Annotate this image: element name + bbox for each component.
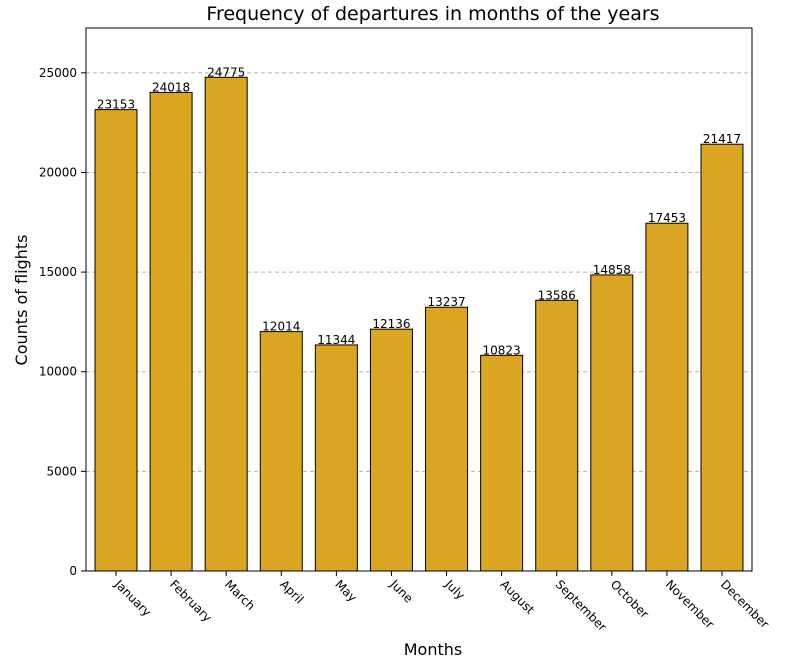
x-axis-ticks: January February March April May June July Augu… (111, 571, 772, 634)
x-tick-label: November (663, 577, 717, 631)
bar (259, 331, 303, 572)
bars (94, 76, 744, 572)
bar-value-label: 21417 (703, 132, 741, 146)
bar-value-label: 17453 (648, 211, 686, 225)
grid-lines (86, 72, 752, 472)
x-tick-label: February (167, 577, 215, 625)
bar-value-label: 11344 (317, 333, 355, 347)
bar-value-label: 12136 (372, 317, 410, 331)
x-tick-label: October (608, 577, 652, 621)
bar (149, 91, 193, 572)
y-axis-label: Counts of flights (12, 235, 31, 366)
y-axis-ticks: 0 5000 10000 15000 20000 25000 (39, 66, 86, 578)
y-tick-label: 5000 (46, 464, 77, 478)
bar (425, 306, 469, 572)
bar-value-label: 13237 (427, 295, 465, 309)
x-tick-label: January (111, 577, 154, 620)
bar-value-label: 10823 (483, 343, 521, 357)
y-tick-label: 20000 (39, 165, 77, 179)
bar-value-label: 24775 (207, 65, 245, 79)
x-tick-label: May (332, 577, 359, 604)
bar-value-label: 14858 (593, 263, 631, 277)
bar (700, 143, 744, 572)
bar-value-label: 12014 (262, 320, 300, 334)
x-tick-label: June (387, 577, 416, 606)
y-tick-label: 25000 (39, 66, 77, 80)
bar (204, 76, 248, 572)
y-tick-label: 0 (69, 564, 77, 578)
bar (480, 354, 524, 572)
x-tick-label: August (498, 577, 538, 617)
x-tick-label: July (442, 577, 468, 603)
x-tick-label: April (277, 577, 306, 606)
x-tick-label: March (222, 577, 258, 613)
bar (645, 222, 689, 572)
plot-frame (85, 27, 753, 572)
x-tick-label: September (553, 577, 610, 634)
bar (94, 109, 138, 572)
bar (535, 299, 579, 572)
chart-title: Frequency of departures in months of the… (206, 3, 659, 25)
bar (369, 328, 413, 572)
bar-value-label: 13586 (538, 288, 576, 302)
y-tick-label: 10000 (39, 365, 77, 379)
y-tick-label: 15000 (39, 265, 77, 279)
bar (314, 344, 358, 572)
bar (590, 274, 634, 572)
bar-value-label: 24018 (152, 80, 190, 94)
bar-value-label: 23153 (97, 98, 135, 112)
x-axis-label: Months (404, 640, 462, 659)
x-tick-label: December (718, 577, 772, 631)
data-labels: 23153 24018 24775 12014 11344 12136 13237 10823… (97, 65, 741, 357)
